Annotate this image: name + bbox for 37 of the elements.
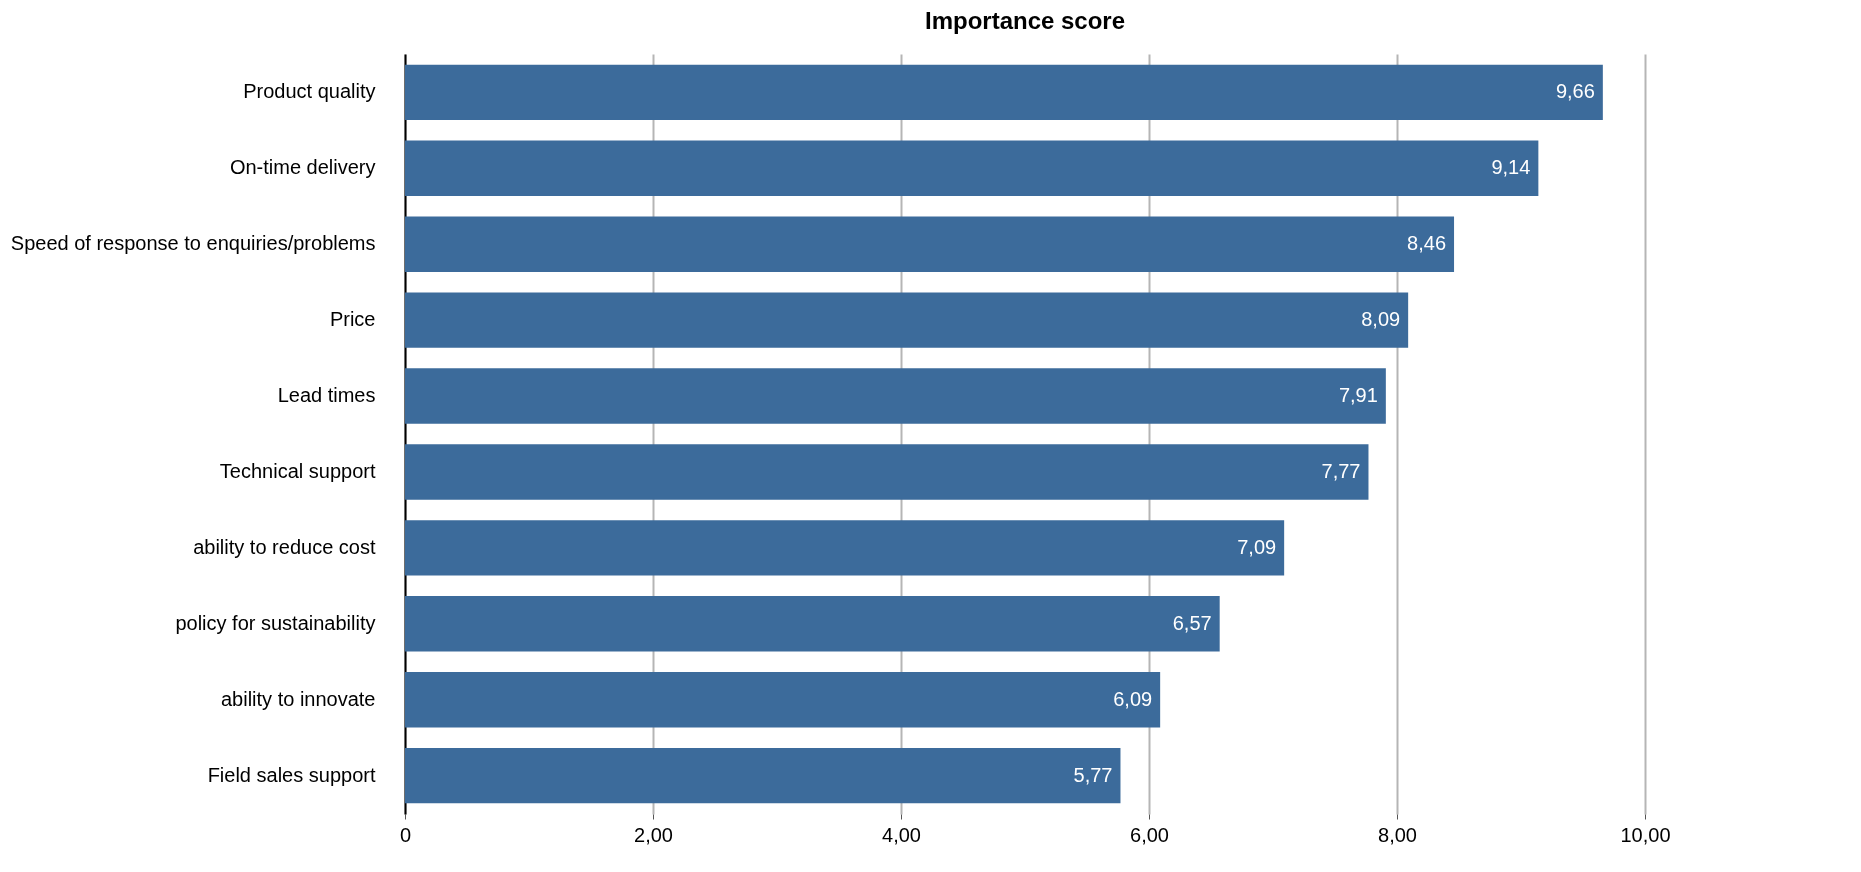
y-tick-label: Technical support bbox=[219, 459, 376, 482]
x-tick-label: 2,00 bbox=[634, 823, 673, 846]
x-tick-label: 8,00 bbox=[1378, 823, 1417, 846]
bar bbox=[405, 596, 1220, 652]
y-tick-label: policy for sustainability bbox=[175, 611, 376, 634]
data-label: 9,14 bbox=[1491, 156, 1531, 179]
data-label: 9,66 bbox=[1555, 80, 1595, 103]
bar bbox=[405, 140, 1539, 196]
data-label: 6,09 bbox=[1113, 687, 1153, 710]
chart-title: Importance score bbox=[924, 7, 1126, 34]
data-label: 7,91 bbox=[1338, 384, 1378, 407]
data-label: 8,46 bbox=[1407, 232, 1447, 255]
bar bbox=[405, 672, 1161, 728]
data-label: 7,77 bbox=[1321, 459, 1361, 482]
bar bbox=[405, 520, 1285, 576]
x-tick-label: 4,00 bbox=[882, 823, 921, 846]
bar bbox=[405, 444, 1369, 500]
bar bbox=[405, 292, 1409, 348]
y-tick-label: Speed of response to enquiries/problems bbox=[10, 232, 376, 255]
y-tick-label: Price bbox=[329, 308, 376, 331]
bar bbox=[405, 216, 1455, 272]
bar bbox=[405, 747, 1121, 804]
x-tick-label: 0 bbox=[399, 823, 412, 846]
x-tick-label: 10,00 bbox=[1620, 823, 1671, 846]
x-tick-label: 6,00 bbox=[1130, 823, 1169, 846]
y-tick-label: Lead times bbox=[277, 384, 376, 407]
data-label: 7,09 bbox=[1237, 535, 1277, 558]
data-label: 5,77 bbox=[1073, 763, 1113, 786]
data-label: 6,57 bbox=[1172, 611, 1212, 634]
y-tick-label: Field sales support bbox=[207, 763, 376, 786]
y-tick-label: ability to reduce cost bbox=[193, 535, 376, 558]
bar bbox=[405, 368, 1386, 424]
y-tick-label: On-time delivery bbox=[229, 156, 376, 179]
bar bbox=[405, 64, 1603, 121]
y-tick-label: Product quality bbox=[243, 80, 376, 103]
y-tick-label: ability to innovate bbox=[220, 687, 376, 710]
data-label: 8,09 bbox=[1361, 308, 1401, 331]
